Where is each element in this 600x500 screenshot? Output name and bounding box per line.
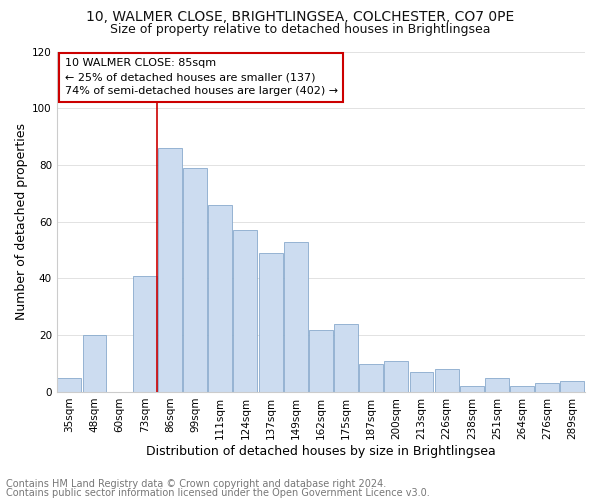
Bar <box>560 380 584 392</box>
Bar <box>359 364 383 392</box>
Bar <box>284 242 308 392</box>
Bar <box>435 370 458 392</box>
Bar <box>334 324 358 392</box>
Bar <box>58 378 82 392</box>
Text: 10 WALMER CLOSE: 85sqm
← 25% of detached houses are smaller (137)
74% of semi-de: 10 WALMER CLOSE: 85sqm ← 25% of detached… <box>65 58 338 96</box>
X-axis label: Distribution of detached houses by size in Brightlingsea: Distribution of detached houses by size … <box>146 444 496 458</box>
Bar <box>183 168 207 392</box>
Bar <box>259 253 283 392</box>
Text: Contains HM Land Registry data © Crown copyright and database right 2024.: Contains HM Land Registry data © Crown c… <box>6 479 386 489</box>
Bar <box>233 230 257 392</box>
Bar <box>385 360 408 392</box>
Bar <box>83 335 106 392</box>
Text: Size of property relative to detached houses in Brightlingsea: Size of property relative to detached ho… <box>110 22 490 36</box>
Bar <box>309 330 333 392</box>
Bar <box>208 204 232 392</box>
Y-axis label: Number of detached properties: Number of detached properties <box>15 123 28 320</box>
Bar <box>460 386 484 392</box>
Bar <box>133 276 157 392</box>
Text: Contains public sector information licensed under the Open Government Licence v3: Contains public sector information licen… <box>6 488 430 498</box>
Bar <box>535 384 559 392</box>
Bar <box>485 378 509 392</box>
Bar <box>158 148 182 392</box>
Bar <box>510 386 534 392</box>
Text: 10, WALMER CLOSE, BRIGHTLINGSEA, COLCHESTER, CO7 0PE: 10, WALMER CLOSE, BRIGHTLINGSEA, COLCHES… <box>86 10 514 24</box>
Bar <box>410 372 433 392</box>
